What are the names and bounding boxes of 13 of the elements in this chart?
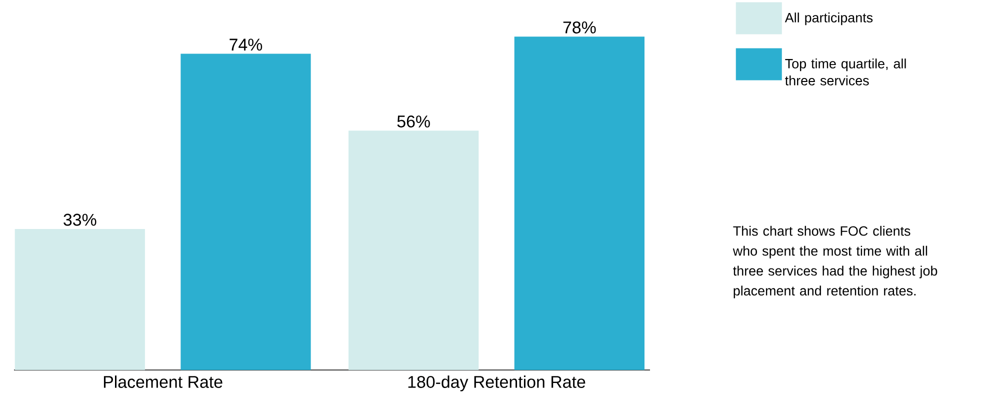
data-label: 78% [563, 21, 596, 34]
bar [514, 36, 644, 370]
bar [348, 130, 479, 370]
legend-label: Top time quartile, all three services [785, 58, 906, 86]
legend-label: All participants [784, 12, 873, 26]
data-label: 74% [230, 38, 262, 51]
bar [180, 54, 311, 370]
text: This chart shows FOC clients who spent the most time with all three services had the highest job placement and retention rates. [732, 226, 938, 298]
bar [14, 228, 145, 370]
data-label: 33% [64, 214, 96, 226]
x-tick-label: Placement Rate [104, 376, 222, 388]
x-tick-label: 180-day Retention Rate [408, 376, 586, 392]
data-label: 56% [397, 115, 430, 128]
